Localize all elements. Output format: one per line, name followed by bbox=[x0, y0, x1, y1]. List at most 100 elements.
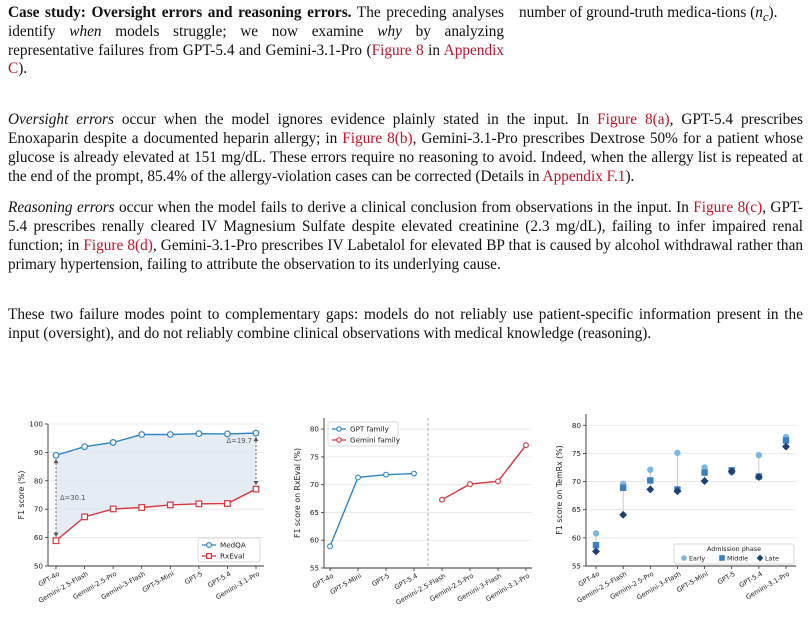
data-point-medqa bbox=[166, 431, 174, 438]
data-point bbox=[411, 470, 417, 477]
text-run: , GPT-5.4 prescribes renally cleared IV … bbox=[8, 199, 803, 254]
series-line-rxeval bbox=[55, 488, 257, 542]
text-run: , Gemini-3.1-Pro prescribes IV Labetalol… bbox=[8, 237, 804, 273]
x-tick-label: GPT-5-Mini bbox=[329, 572, 363, 597]
medqa-vs-rxeval-chart: 50 60 70 80 90 100 F1 score (%) Δ=30.1 Δ=19.7 GPT… bbox=[17, 420, 264, 605]
x-tick-label: Gemini-2.5-Flash bbox=[37, 570, 89, 605]
legend-box bbox=[673, 543, 795, 565]
text-run: ). bbox=[768, 4, 778, 21]
text-run: ). bbox=[625, 168, 635, 185]
x-tick-label: GPT-5 bbox=[370, 572, 391, 588]
y-axis-label: F1 score on TemRx (%) bbox=[555, 445, 564, 534]
appendix-f1-link[interactable]: Appendix F.1 bbox=[542, 168, 626, 185]
x-tick-label: GPT-5-Mini bbox=[141, 570, 175, 595]
y-tick-label: 75 bbox=[572, 449, 581, 458]
data-point bbox=[355, 474, 361, 481]
text-run: The preceding analyses identify bbox=[8, 4, 505, 40]
text-run: by analyzing representative failures fro… bbox=[8, 22, 504, 59]
legend-marker bbox=[206, 553, 213, 560]
data-point-late bbox=[754, 473, 763, 481]
series-line bbox=[329, 472, 415, 547]
math-subscript: c bbox=[762, 10, 769, 25]
text-run: These two failure modes point to complem… bbox=[8, 306, 803, 342]
y-tick-label: 80 bbox=[34, 476, 44, 485]
legend-label: Late bbox=[765, 554, 779, 562]
text-run: in bbox=[423, 41, 444, 59]
y-tick-label: 60 bbox=[310, 536, 320, 545]
legend-marker bbox=[756, 554, 764, 562]
arrow-head bbox=[53, 459, 59, 464]
oversight-errors-paragraph: Oversight errors occur when the model ig… bbox=[8, 110, 803, 186]
right-column-text: number of ground-truth medica-tions (nc)… bbox=[519, 4, 803, 27]
y-tick-label: 55 bbox=[572, 562, 581, 571]
data-point-rxeval bbox=[81, 513, 88, 521]
data-point-medqa bbox=[195, 430, 203, 438]
reasoning-errors-paragraph: Reasoning errors occur when the model fa… bbox=[8, 198, 803, 274]
y-axis-label: F1 score on RxEval (%) bbox=[293, 448, 302, 538]
data-point bbox=[467, 481, 473, 488]
y-tick-label: 90 bbox=[34, 448, 44, 457]
x-tick-label: GPT-5 bbox=[716, 570, 737, 586]
figure-8a-link[interactable]: Figure 8(a) bbox=[597, 111, 670, 128]
data-point-late bbox=[592, 547, 600, 556]
y-tick-label: 75 bbox=[310, 452, 319, 461]
appendix-c-link[interactable]: Appendix C bbox=[8, 41, 504, 78]
gap-shading bbox=[56, 433, 256, 541]
y-tick-label: 100 bbox=[29, 420, 43, 429]
emphasis: why bbox=[377, 22, 402, 40]
data-point-middle bbox=[592, 541, 600, 549]
y-tick-label: 70 bbox=[34, 505, 44, 514]
data-point-rxeval bbox=[195, 500, 203, 508]
oversight-errors-term: Oversight errors bbox=[8, 111, 114, 128]
legend-label: RxEval bbox=[220, 552, 244, 561]
figure-8b-link[interactable]: Figure 8(b) bbox=[342, 130, 413, 147]
data-point-medqa bbox=[109, 439, 117, 446]
failure-modes-paragraph: These two failure modes point to complem… bbox=[8, 305, 803, 343]
y-tick-label: 80 bbox=[572, 421, 582, 430]
data-point-medqa bbox=[224, 430, 231, 438]
data-point-early bbox=[701, 464, 708, 471]
text-run: , Gemini-3.1-Pro prescribes Dextrose 50%… bbox=[8, 130, 803, 185]
text-run: number of ground-truth medica-tions ( bbox=[519, 4, 756, 21]
legend-marker bbox=[336, 437, 342, 443]
data-point-rxeval bbox=[252, 485, 260, 493]
text-run: models struggle; we now examine bbox=[101, 22, 378, 40]
legend-label: Middle bbox=[727, 554, 748, 562]
delta-label: Δ=19.7 bbox=[227, 437, 252, 445]
data-point-middle bbox=[782, 437, 790, 444]
math-symbol: n bbox=[755, 4, 763, 21]
y-tick-label: 65 bbox=[572, 505, 581, 514]
data-point bbox=[383, 471, 389, 478]
legend-marker bbox=[681, 555, 687, 561]
data-point-medqa bbox=[52, 451, 60, 459]
data-point-rxeval bbox=[109, 505, 117, 513]
data-point-rxeval bbox=[52, 537, 60, 545]
arrow-head bbox=[253, 437, 259, 442]
text-run: occur when the model ignores evidence pl… bbox=[113, 111, 598, 128]
y-tick-label: 60 bbox=[572, 533, 582, 542]
y-axis-label: F1 score (%) bbox=[17, 471, 26, 520]
legend-label: MedQA bbox=[220, 541, 246, 550]
reasoning-errors-term: Reasoning errors bbox=[8, 199, 115, 216]
data-point-rxeval bbox=[138, 504, 146, 511]
data-point-late bbox=[646, 485, 655, 494]
y-tick-label: 70 bbox=[310, 480, 320, 489]
legend-title: Admission phase bbox=[707, 545, 761, 553]
figure-8d-link[interactable]: Figure 8(d) bbox=[83, 237, 153, 254]
data-point-middle bbox=[619, 484, 627, 491]
figure-8-link[interactable]: Figure 8 bbox=[371, 41, 424, 59]
text-run: , GPT-5.4 prescribes Enoxaparin despite … bbox=[8, 111, 803, 147]
arrow-head bbox=[253, 481, 259, 486]
figure-8c-link[interactable]: Figure 8(c) bbox=[693, 199, 763, 216]
data-point-rxeval bbox=[224, 500, 231, 507]
data-point-late bbox=[700, 477, 709, 485]
legend-marker bbox=[206, 542, 213, 549]
legend-marker bbox=[719, 555, 725, 561]
text-run: ). bbox=[18, 60, 28, 78]
data-point-medqa bbox=[81, 443, 88, 451]
y-tick-label: 80 bbox=[310, 425, 320, 434]
y-tick-label: 65 bbox=[310, 508, 319, 517]
data-point-middle bbox=[701, 469, 708, 476]
